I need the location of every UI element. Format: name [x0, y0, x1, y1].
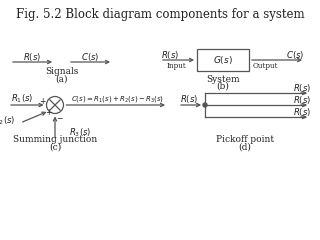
Text: $R_1(s)$: $R_1(s)$	[11, 93, 33, 105]
Text: $R(s)$: $R(s)$	[161, 49, 179, 61]
Text: Signals: Signals	[45, 67, 79, 77]
Text: (a): (a)	[56, 74, 68, 84]
Text: $R(s)$: $R(s)$	[180, 93, 198, 105]
Text: Fig. 5.2 Block diagram components for a system: Fig. 5.2 Block diagram components for a …	[16, 8, 304, 21]
Text: $R(s)$: $R(s)$	[23, 51, 41, 63]
Text: Summing junction: Summing junction	[13, 136, 97, 144]
Text: (c): (c)	[49, 143, 61, 151]
Text: System: System	[206, 74, 240, 84]
Text: $-$: $-$	[56, 113, 64, 121]
Text: $R(s)$: $R(s)$	[293, 82, 311, 94]
Text: $C(s)$: $C(s)$	[81, 51, 99, 63]
Text: $R_2(s)$: $R_2(s)$	[0, 115, 16, 127]
Bar	[197, 49, 249, 71]
Text: Pickoff point: Pickoff point	[216, 136, 274, 144]
Text: (b): (b)	[217, 82, 229, 90]
Text: $C(s) = R_1(s) + R_2(s) - R_3(s)$: $C(s) = R_1(s) + R_2(s) - R_3(s)$	[71, 94, 164, 104]
Text: $R(s)$: $R(s)$	[293, 94, 311, 106]
Text: Input: Input	[166, 62, 186, 70]
Text: Output: Output	[252, 62, 278, 70]
Text: $G(s)$: $G(s)$	[213, 54, 233, 66]
Text: +: +	[39, 97, 45, 107]
Text: (d): (d)	[239, 143, 252, 151]
Text: +: +	[45, 108, 52, 117]
Text: $R(s)$: $R(s)$	[293, 106, 311, 118]
Text: $C(s)$: $C(s)$	[286, 49, 304, 61]
Circle shape	[203, 103, 207, 107]
Text: $R_3(s)$: $R_3(s)$	[69, 127, 92, 139]
Circle shape	[46, 96, 63, 114]
